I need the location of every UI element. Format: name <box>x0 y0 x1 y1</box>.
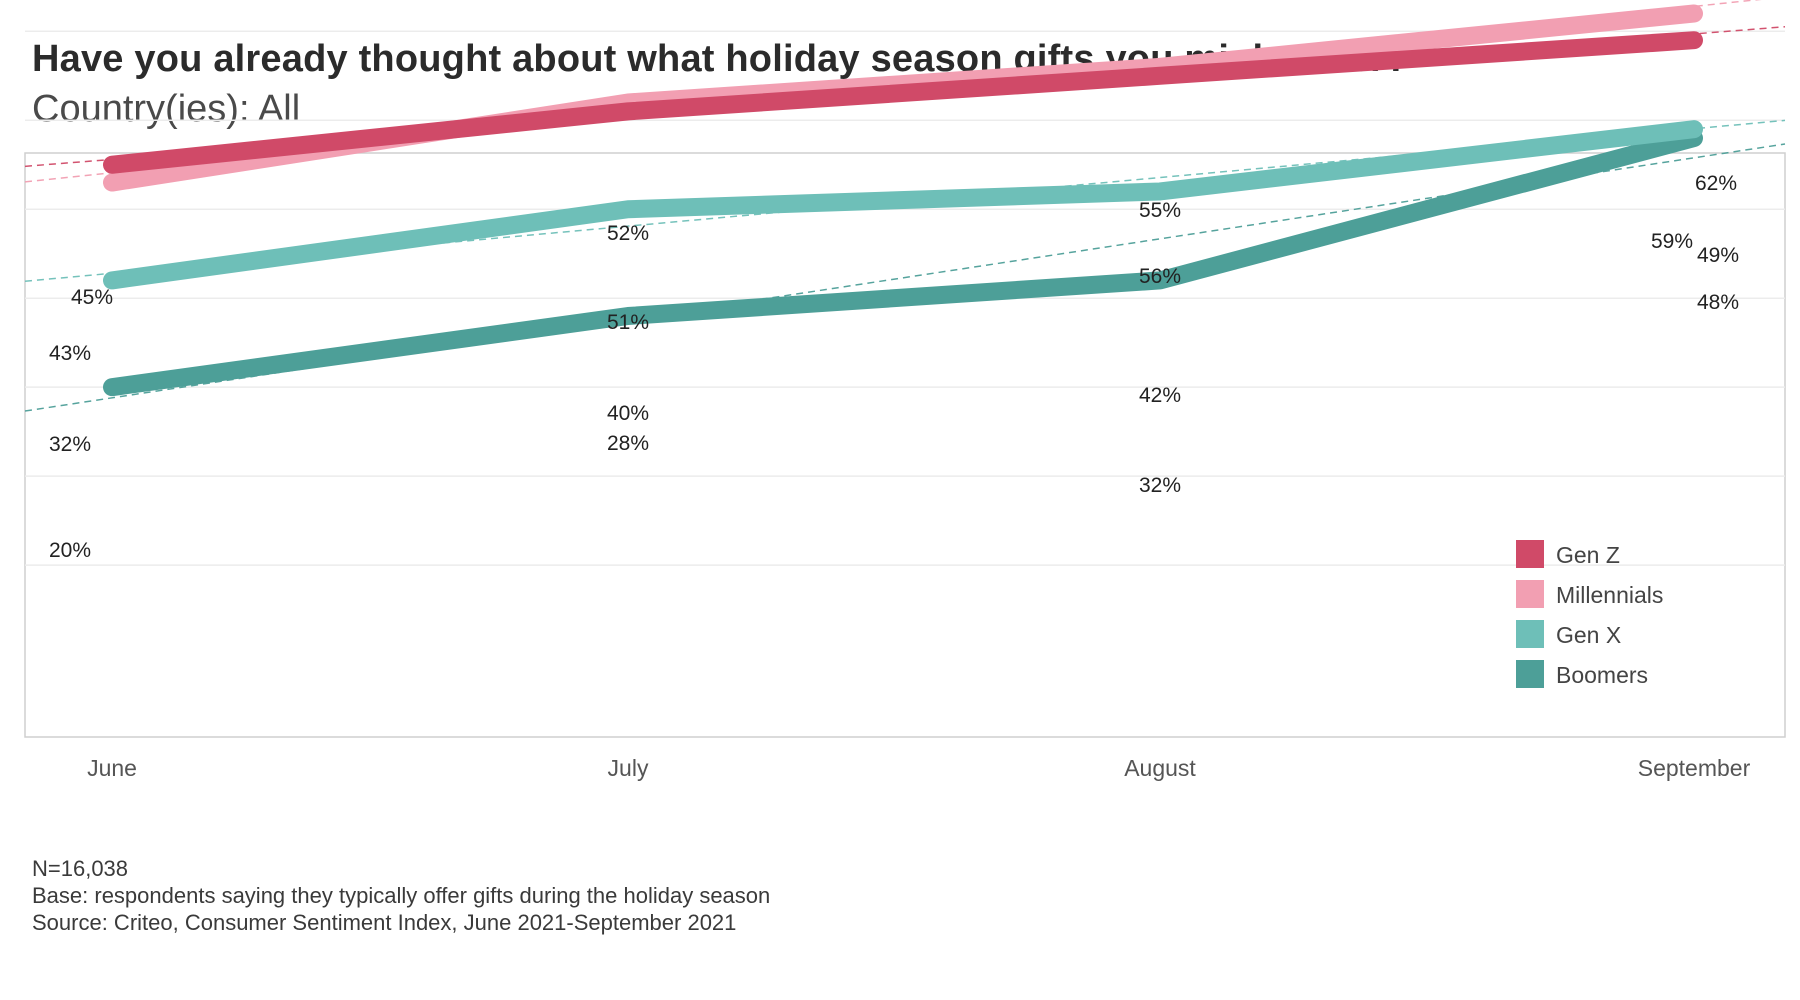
series-line-gen-x <box>103 120 1703 290</box>
legend-swatch-millennials <box>1516 580 1544 608</box>
data-label: 20% <box>49 539 91 562</box>
source-note: Source: Criteo, Consumer Sentiment Index… <box>32 910 737 935</box>
data-label: 43% <box>49 342 91 365</box>
legend-label: Gen X <box>1556 622 1621 648</box>
data-label: 59% <box>1651 230 1693 253</box>
x-tick-label: September <box>1638 755 1751 781</box>
data-label: 42% <box>1139 384 1181 407</box>
x-tick-label: June <box>87 755 137 781</box>
base-note: Base: respondents saying they typically … <box>32 883 771 908</box>
data-label: 49% <box>1697 244 1739 267</box>
data-label: 62% <box>1695 172 1737 195</box>
footnotes: N=16,038 Base: respondents saying they t… <box>32 855 770 936</box>
data-label: 45% <box>71 286 113 309</box>
x-tick-label: July <box>608 755 649 781</box>
data-label: 28% <box>607 432 649 455</box>
series-line-gen-z <box>103 31 1703 174</box>
legend-swatch-gen-x <box>1516 620 1544 648</box>
legend-swatch-gen-z <box>1516 540 1544 568</box>
legend-label: Boomers <box>1556 662 1648 688</box>
trend-line-boomers <box>24 143 1786 412</box>
data-label: 51% <box>607 311 649 334</box>
data-label: 48% <box>1697 291 1739 314</box>
data-label: 32% <box>49 433 91 456</box>
data-label: 40% <box>607 402 649 425</box>
legend-swatch-boomers <box>1516 660 1544 688</box>
data-label: 55% <box>1139 199 1181 222</box>
series-line-boomers <box>103 129 1703 397</box>
x-tick-label: August <box>1124 755 1196 781</box>
sample-size-note: N=16,038 <box>32 856 129 881</box>
data-label: 32% <box>1139 474 1181 497</box>
data-label: 56% <box>1139 265 1181 288</box>
plot-frame <box>24 152 1786 738</box>
data-label: 52% <box>607 222 649 245</box>
chart-subtitle: Country(ies): All <box>32 88 301 130</box>
legend-label: Gen Z <box>1556 542 1620 568</box>
legend-label: Millennials <box>1556 582 1663 608</box>
